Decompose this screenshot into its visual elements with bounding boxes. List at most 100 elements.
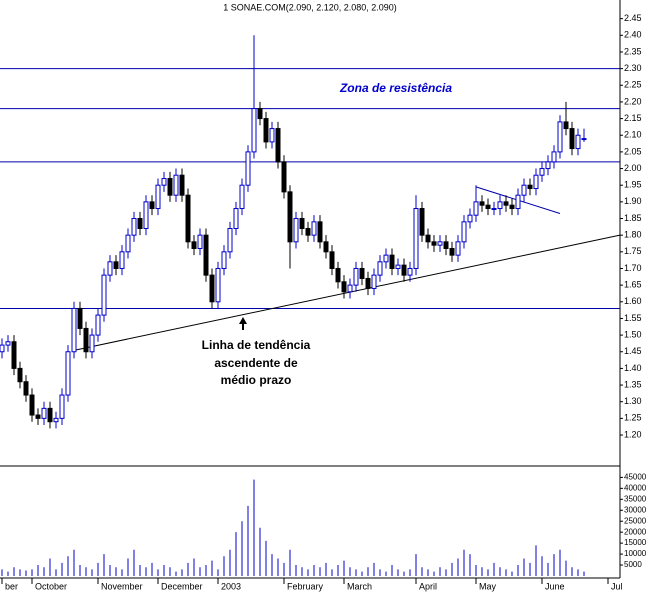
candle-body [263, 118, 269, 143]
candle-body [539, 168, 545, 176]
candle-body [407, 267, 413, 276]
candle-body [449, 247, 455, 256]
x-tick-label: May [479, 581, 497, 591]
annotation: ascendente de [214, 356, 298, 370]
candle-body [251, 108, 257, 153]
candle-body [221, 251, 227, 269]
y2-tick-label: 15000 [624, 538, 647, 547]
candle-body [11, 341, 17, 369]
y-tick-label: 1.50 [624, 329, 642, 339]
candle-body [359, 267, 365, 279]
candle-body [467, 214, 473, 223]
candle-body [305, 228, 311, 236]
candle-body [503, 201, 509, 206]
candle-body [575, 134, 581, 150]
candle-body [257, 108, 263, 120]
candle-body [323, 241, 329, 253]
candle-body [473, 201, 479, 216]
arrow [239, 317, 247, 330]
y-tick-label: 2.40 [624, 30, 642, 40]
y2-tick-label: 10000 [624, 549, 647, 558]
candle-body [479, 201, 485, 206]
candle-body [173, 174, 179, 196]
candle-body [341, 281, 347, 293]
y-tick-label: 1.65 [624, 280, 642, 290]
candle-body [77, 307, 83, 329]
candle-body [125, 234, 131, 253]
candle-body [35, 414, 41, 419]
y-tick-label: 1.30 [624, 396, 642, 406]
candle-body [245, 151, 251, 186]
x-tick-label: June [545, 581, 565, 591]
candle-body [155, 184, 161, 210]
candle-body [191, 241, 197, 249]
y-tick-label: 1.25 [624, 413, 642, 423]
candle-body [431, 241, 437, 246]
candle-body [455, 241, 461, 256]
y-tick-label: 1.75 [624, 246, 642, 256]
candle-body [413, 208, 419, 269]
candle-body [137, 218, 143, 230]
candle-body [89, 334, 95, 353]
candle-body [281, 161, 287, 193]
candle-body [17, 367, 23, 383]
y-tick-label: 1.95 [624, 180, 642, 190]
annotation: Linha de tendência [202, 338, 311, 352]
candle-body [233, 208, 239, 230]
candle-body [161, 178, 167, 186]
x-tick-label: ber [5, 581, 18, 591]
y-tick-label: 1.85 [624, 213, 642, 223]
y2-tick-label: 40000 [624, 483, 647, 492]
y-tick-label: 2.45 [624, 13, 642, 23]
candle-body [71, 307, 77, 353]
chart-title: 1 SONAE.COM(2.090, 2.120, 2.080, 2.090) [223, 2, 397, 12]
candle-body [527, 184, 533, 190]
candle-body [389, 254, 395, 269]
candle-body [419, 208, 425, 236]
candle-body [179, 174, 185, 196]
candle-body [41, 407, 47, 419]
candle-body [377, 261, 383, 276]
x-tick-label: February [287, 581, 324, 591]
candle-body [545, 161, 551, 170]
candle-body [143, 201, 149, 230]
candle-body [23, 381, 29, 396]
y2-tick-label: 5000 [624, 560, 642, 569]
candle-body [239, 184, 245, 210]
y-tick-label: 2.25 [624, 80, 642, 90]
candle-body [515, 194, 521, 210]
y2-tick-label: 45000 [624, 472, 647, 481]
candle-body [485, 204, 491, 210]
candle-body [185, 194, 191, 243]
candle-body [569, 128, 575, 150]
x-tick-label: March [347, 581, 372, 591]
candle-body [0, 344, 5, 353]
candle-body [113, 261, 119, 269]
candle-body [443, 241, 449, 249]
candle-body [371, 274, 377, 289]
candle-body [347, 284, 353, 293]
candle-body [197, 234, 203, 249]
candle-body [167, 178, 173, 196]
candle-body [425, 234, 431, 243]
y-tick-label: 2.35 [624, 46, 642, 56]
y-tick-label: 2.00 [624, 163, 642, 173]
y-tick-label: 2.10 [624, 130, 642, 140]
candle-body [107, 261, 113, 276]
candle-body [461, 221, 467, 243]
candle-body [83, 327, 89, 353]
y-tick-label: 1.90 [624, 196, 642, 206]
candle-body [299, 218, 305, 230]
y2-tick-label: 25000 [624, 516, 647, 525]
candle-body [95, 314, 101, 336]
x-tick-label: December [161, 581, 203, 591]
candle-body [65, 351, 71, 396]
candle-body [401, 264, 407, 276]
y2-tick-label: 20000 [624, 527, 647, 536]
candle-body [509, 204, 515, 210]
candle-body [269, 128, 275, 143]
annotation: Zona de resistência [339, 81, 452, 95]
candle-body [119, 251, 125, 269]
candle-body [131, 218, 137, 236]
